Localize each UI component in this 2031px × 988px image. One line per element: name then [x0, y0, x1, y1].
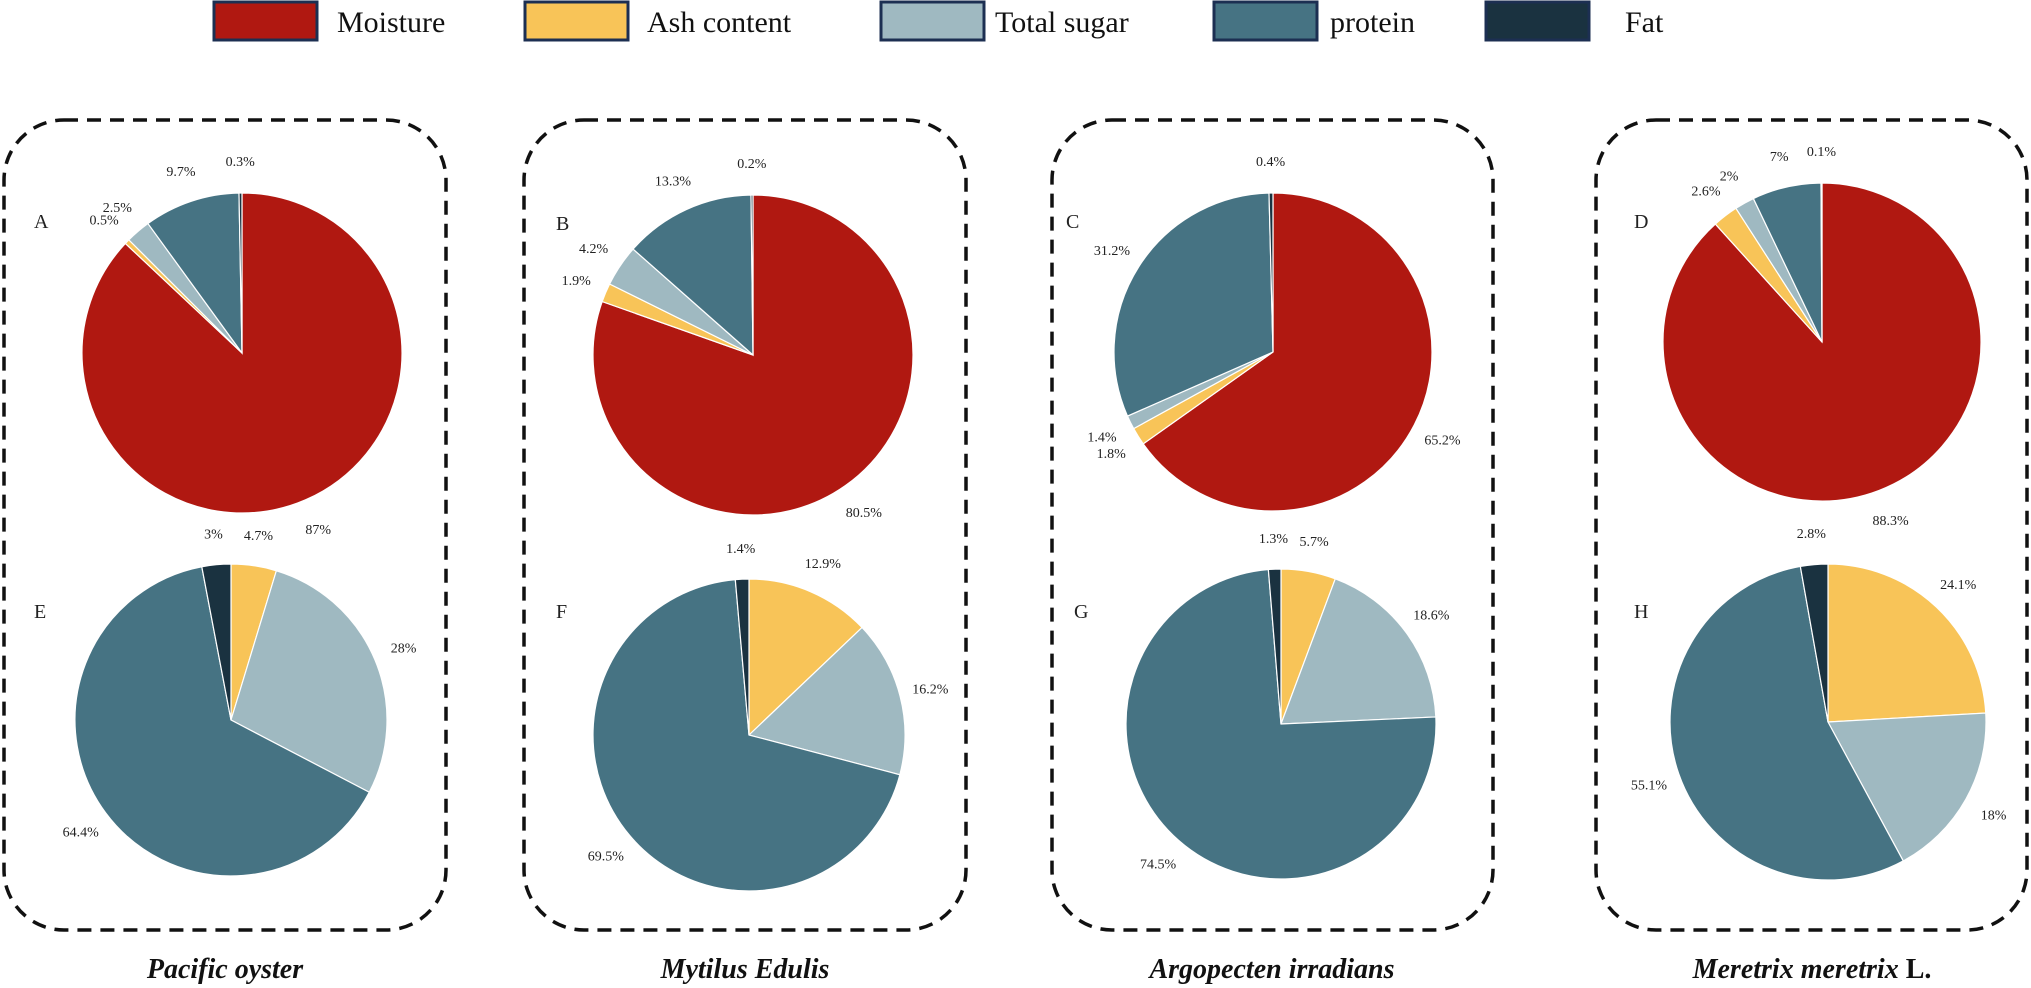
data-label-B-protein: 13.3% [655, 174, 692, 189]
panel-letter-F: F [556, 601, 567, 623]
slice-E-fat [201, 563, 232, 721]
legend: Moisture Ash content Total sugar protein Fat [212, 0, 1664, 42]
legend-swatch-fat [1484, 0, 1591, 42]
slice-F-total-sugar [747, 626, 906, 776]
slice-E-total-sugar [230, 569, 388, 794]
legend-label-protein: protein [1330, 6, 1415, 39]
pie-F: 12.9% 16.2% 69.5% 1.4% F [556, 542, 949, 892]
data-label-H-protein: 55.1% [1631, 779, 1668, 794]
panel-box-pacific-oyster [2, 118, 448, 932]
panel-letter-G: G [1074, 601, 1088, 623]
legend-swatch-total-sugar [879, 0, 986, 42]
data-label-A-protein: 9.7% [166, 165, 196, 180]
slice-H-total-sugar [1827, 712, 1987, 862]
data-label-G-ash-content: 5.7% [1300, 535, 1330, 550]
group-title-argopecten-irradians: Argopecten irradians [1147, 954, 1394, 985]
pie-D: 88.3% 2.6%2% 7% 0.1% D [1634, 145, 1982, 529]
data-label-B-moisture: 80.5% [846, 506, 883, 521]
data-label-H-ash-content: 24.1% [1940, 578, 1977, 593]
slice-E-protein [74, 566, 371, 877]
slice-B-fat [750, 194, 754, 356]
slice-A-protein [147, 192, 243, 355]
data-label-A-ash-content: 0.5% [90, 213, 120, 228]
legend-label-total-sugar: Total sugar [995, 6, 1129, 39]
slice-H-ash-content [1827, 563, 1987, 723]
slice-H-protein [1669, 565, 1905, 881]
panel-letter-A: A [34, 211, 49, 233]
data-label-A-moisture: 87% [305, 523, 331, 538]
data-label-A-total-sugar: 2.5% [103, 201, 133, 216]
panel-box-meretrix-meretrix [1594, 118, 2029, 932]
data-label-C-total-sugar: 1.4% [1087, 430, 1117, 445]
panel-letter-E: E [34, 601, 46, 623]
data-label-A-fat: 0.3% [226, 155, 256, 170]
legend-swatch-ash-content [523, 0, 630, 42]
slice-G-fat [1267, 568, 1282, 725]
pie-G: 5.7% 18.6% 74.5% 1.3% G [1074, 532, 1450, 880]
group-title-pacific-oyster: Pacific oyster [146, 954, 304, 985]
data-label-B-fat: 0.2% [737, 157, 767, 172]
data-label-D-protein: 7% [1770, 150, 1789, 165]
pie-B: 80.5% 1.9% 4.2% 13.3% 0.2% B [556, 157, 914, 521]
data-label-F-ash-content: 12.9% [805, 557, 842, 572]
pies: 87% 0.5%2.5% 9.7% 0.3% A 80.5% 1.9% 4.2% 13.3% 0.… [34, 145, 2007, 892]
group-title-italic: Meretrix meretrix [1692, 954, 1899, 985]
slice-F-ash-content [748, 578, 863, 737]
slice-H-fat [1799, 563, 1829, 723]
legend-swatch-protein [1212, 0, 1319, 42]
data-label-C-fat: 0.4% [1256, 155, 1286, 170]
slice-G-protein [1125, 568, 1437, 880]
pie-A: 87% 0.5%2.5% 9.7% 0.3% A [34, 155, 403, 538]
legend-label-fat: Fat [1625, 6, 1664, 39]
data-label-C-protein: 31.2% [1094, 244, 1131, 259]
data-label-B-total-sugar: 4.2% [579, 242, 609, 257]
panel-letter-C: C [1066, 211, 1079, 233]
data-label-D-fat: 0.1% [1807, 145, 1837, 160]
data-label-G-fat: 1.3% [1259, 532, 1289, 547]
data-label-B-ash-content: 1.9% [562, 274, 592, 289]
data-label-F-protein: 69.5% [588, 850, 625, 865]
slice-C-fat [1268, 192, 1274, 353]
slice-C-protein [1113, 192, 1274, 417]
slice-C-moisture [1142, 192, 1433, 512]
pie-H: 24.1% 18% 55.1% 2.8% H [1631, 527, 2007, 881]
data-label-E-fat: 3% [204, 528, 223, 543]
group-title-meretrix-meretrix: Meretrix meretrix L. [1692, 954, 1932, 985]
data-label-H-total-sugar: 18% [1981, 808, 2007, 823]
legend-label-ash-content: Ash content [647, 6, 792, 39]
data-label-F-total-sugar: 16.2% [912, 682, 949, 697]
data-label-D-total-sugar: 2% [1720, 169, 1739, 184]
group-title-mytilus-edulis: Mytilus Edulis [660, 954, 830, 985]
pie-C: 65.2% 1.8% 1.4% 31.2% 0.4% C [1066, 155, 1461, 512]
data-label-E-protein: 64.4% [63, 826, 100, 841]
data-label-C-ash-content: 1.8% [1097, 447, 1127, 462]
data-label-E-ash-content: 4.7% [244, 529, 274, 544]
group-title-suffix: L. [1899, 954, 1932, 985]
panel-letter-B: B [556, 213, 569, 235]
data-label-E-total-sugar: 28% [391, 642, 417, 657]
slice-F-protein [592, 578, 901, 892]
slice-D-fat [1820, 182, 1823, 343]
panel-letter-H: H [1634, 601, 1648, 623]
panel-box-argopecten-irradians [1050, 118, 1495, 932]
data-label-D-ash-content: 2.6% [1691, 185, 1721, 200]
legend-label-moisture: Moisture [337, 6, 445, 39]
data-label-H-fat: 2.8% [1797, 527, 1827, 542]
slice-B-protein [632, 194, 754, 357]
slice-F-fat [734, 578, 750, 736]
slice-A-fat [238, 192, 243, 354]
data-label-G-protein: 74.5% [1140, 858, 1177, 873]
legend-swatch-moisture [212, 0, 319, 42]
data-label-F-fat: 1.4% [726, 542, 756, 557]
data-label-C-moisture: 65.2% [1424, 434, 1461, 449]
panel-box-mytilus-edulis [522, 118, 968, 932]
pie-E: 4.7% 28% 64.4% 3% E [34, 528, 417, 877]
data-label-G-total-sugar: 18.6% [1413, 609, 1450, 624]
panel-letter-D: D [1634, 211, 1648, 233]
slice-G-total-sugar [1280, 578, 1437, 725]
data-label-D-moisture: 88.3% [1872, 514, 1909, 529]
